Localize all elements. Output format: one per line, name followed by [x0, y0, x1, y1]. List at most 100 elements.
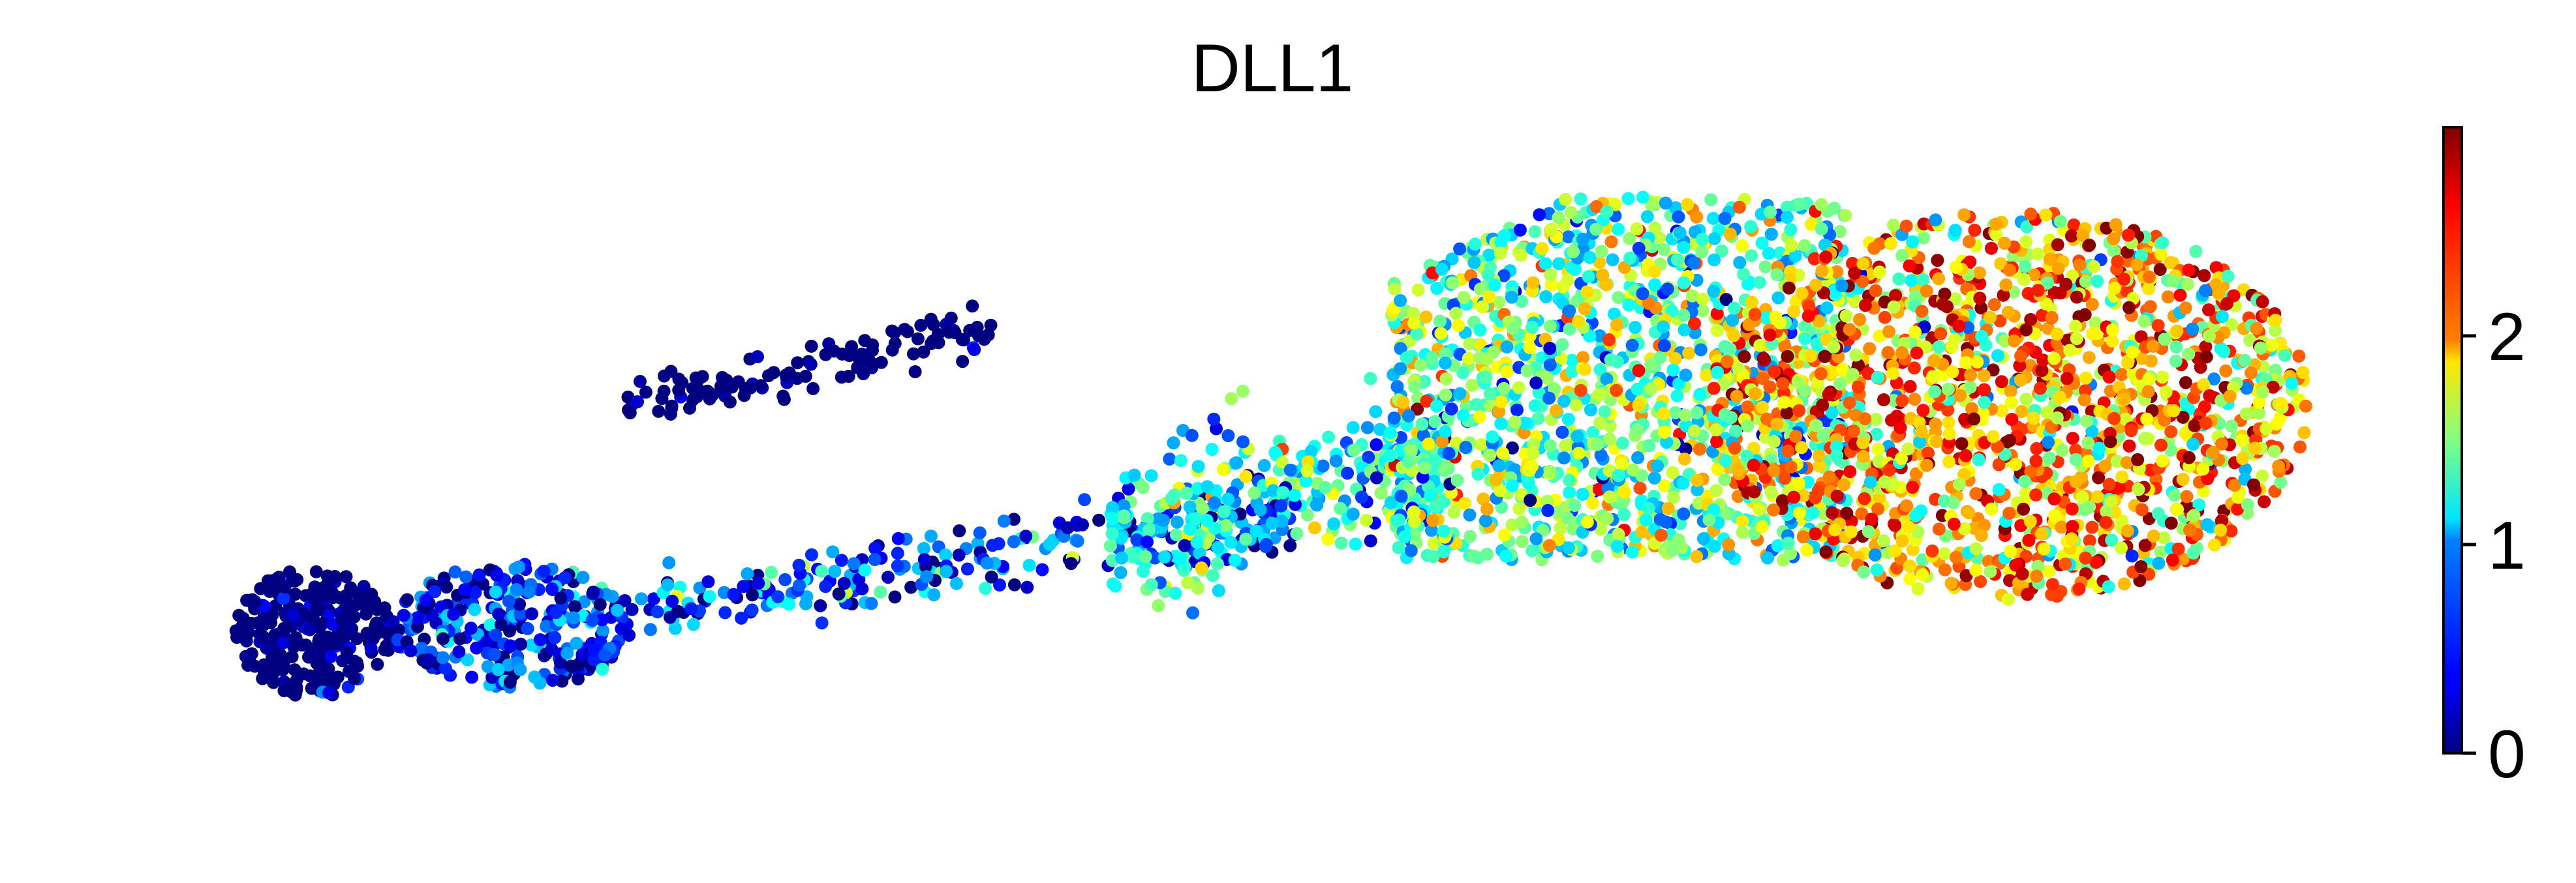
data-point-right-core-4353 [1787, 490, 1801, 504]
data-point-right-core-4031 [2100, 505, 2113, 518]
data-point-right-core-4210 [1777, 395, 1791, 409]
data-point-bridge-1170 [1206, 569, 1219, 582]
data-point-right-middle-2160 [1589, 200, 1603, 213]
data-point-right-core-3657 [1959, 569, 1973, 582]
data-point-right-core-3928 [1730, 389, 1743, 403]
data-point-right-core-4335 [1998, 237, 2011, 250]
data-point-right-core-4313 [1798, 384, 1812, 398]
data-point-right-middle-1477 [1741, 277, 1755, 291]
data-point-upper-arm-924 [634, 374, 647, 388]
data-point-right-middle-2645 [1612, 469, 1625, 483]
data-point-right-core-4237 [2297, 426, 2311, 440]
data-point-left-mid-cluster-539 [503, 676, 517, 689]
data-point-right-middle-2204 [1670, 389, 1684, 403]
data-point-right-middle-2579 [1592, 388, 1606, 402]
data-point-right-core-3542 [2215, 437, 2228, 451]
data-point-right-core-3731 [1858, 412, 1872, 426]
data-point-left-mid-cluster-532 [560, 646, 574, 660]
data-point-trail-753 [927, 588, 941, 602]
data-point-right-core-3968 [1978, 518, 1991, 532]
data-point-right-core-4214 [2069, 453, 2083, 466]
data-point-right-core-3950 [1946, 496, 1960, 509]
data-point-right-middle-2344 [1471, 551, 1485, 565]
data-point-right-middle-2436 [1394, 489, 1408, 503]
data-point-left-blob-78 [288, 663, 301, 677]
data-point-right-middle-1802 [1407, 528, 1421, 541]
data-point-upper-arm-887 [683, 401, 696, 415]
data-point-right-core-4255 [1916, 404, 1930, 417]
data-point-right-core-3144 [2115, 368, 2128, 382]
data-point-upper-arm-877 [664, 365, 678, 378]
data-point-right-middle-2633 [1636, 287, 1649, 301]
data-point-right-core-4359 [1941, 383, 1955, 396]
data-point-left-blob-251 [295, 638, 309, 651]
data-point-trail-787 [1061, 521, 1075, 535]
data-point-right-middle-2463 [1473, 282, 1487, 296]
data-point-right-middle-2368 [1498, 528, 1512, 542]
data-point-left-mid-cluster-476 [576, 571, 590, 584]
data-point-right-middle-2534 [1602, 432, 1616, 446]
data-point-right-middle-2177 [1679, 368, 1693, 382]
data-point-right-core-4305 [2132, 483, 2145, 496]
data-point-trail-774 [952, 548, 966, 562]
data-point-right-core-4124 [1763, 380, 1777, 394]
data-point-right-core-4304 [2024, 313, 2038, 326]
data-point-left-mid-cluster-479 [448, 565, 462, 579]
data-point-right-core-3608 [2168, 488, 2181, 502]
data-point-right-core-3915 [2170, 340, 2183, 353]
data-point-trail-793 [1019, 530, 1033, 543]
data-point-trail-699 [950, 576, 963, 590]
data-point-right-middle-2418 [1771, 539, 1785, 552]
data-point-right-core-4162 [2037, 542, 2051, 556]
data-point-bridge-1239 [1349, 537, 1362, 551]
data-point-right-middle-2602 [1394, 362, 1407, 376]
data-point-left-mid-cluster-519 [548, 631, 562, 644]
data-point-right-core-3992 [1957, 208, 1971, 222]
data-point-left-mid-cluster-557 [525, 607, 538, 621]
data-point-right-core-3478 [2017, 273, 2031, 286]
data-point-right-middle-2646 [1437, 524, 1450, 538]
data-point-left-blob-205 [339, 570, 353, 584]
data-point-right-core-3218 [1787, 305, 1801, 318]
data-point-right-middle-2248 [1576, 351, 1589, 365]
data-point-right-core-4073 [1846, 368, 1860, 382]
data-point-right-core-3843 [1816, 398, 1830, 412]
data-point-trail-766 [1259, 540, 1272, 553]
data-point-trail-772 [891, 531, 905, 545]
data-point-right-core-4247 [2164, 516, 2178, 530]
data-point-right-core-4250 [1902, 520, 1916, 534]
data-point-right-middle-1947 [1718, 473, 1732, 486]
data-point-trail-711 [924, 530, 938, 543]
data-point-right-core-3396 [1822, 388, 1835, 401]
data-point-right-core-4115 [1848, 267, 1862, 280]
data-point-trail-805 [920, 570, 934, 584]
data-point-right-middle-2031 [1552, 211, 1565, 224]
data-point-trail-765 [1064, 557, 1078, 571]
data-point-right-middle-2551 [1764, 228, 1778, 241]
data-point-right-core-4242 [1965, 402, 1979, 415]
data-point-right-core-3810 [1852, 380, 1865, 394]
data-point-right-core-3942 [1938, 563, 1952, 576]
data-point-right-middle-2657 [1722, 538, 1736, 552]
data-point-right-core-3528 [2130, 258, 2144, 272]
data-point-right-core-4178 [1878, 475, 1892, 489]
data-point-right-middle-1998 [1825, 406, 1839, 419]
data-point-bridge-1095 [1136, 481, 1150, 494]
data-point-trail-738 [1183, 500, 1197, 514]
data-point-bridge-1141 [1185, 428, 1199, 442]
data-point-right-core-4254 [1969, 542, 1983, 556]
data-point-right-core-3771 [2051, 238, 2064, 252]
data-point-right-core-4181 [1895, 452, 1908, 465]
data-point-right-core-4002 [2154, 247, 2168, 261]
data-point-trail-579 [993, 578, 1006, 591]
data-point-right-core-4001 [2169, 354, 2183, 368]
data-point-right-middle-2518 [1574, 383, 1587, 397]
data-point-right-core-4281 [2147, 530, 2160, 543]
data-point-trail-631 [1007, 513, 1020, 526]
data-point-bridge-1124 [1334, 536, 1348, 550]
data-point-right-middle-2509 [1589, 222, 1603, 236]
data-point-right-middle-2188 [1439, 347, 1452, 361]
data-point-bridge-1206 [1236, 435, 1250, 449]
data-point-right-core-4308 [1916, 568, 1929, 582]
